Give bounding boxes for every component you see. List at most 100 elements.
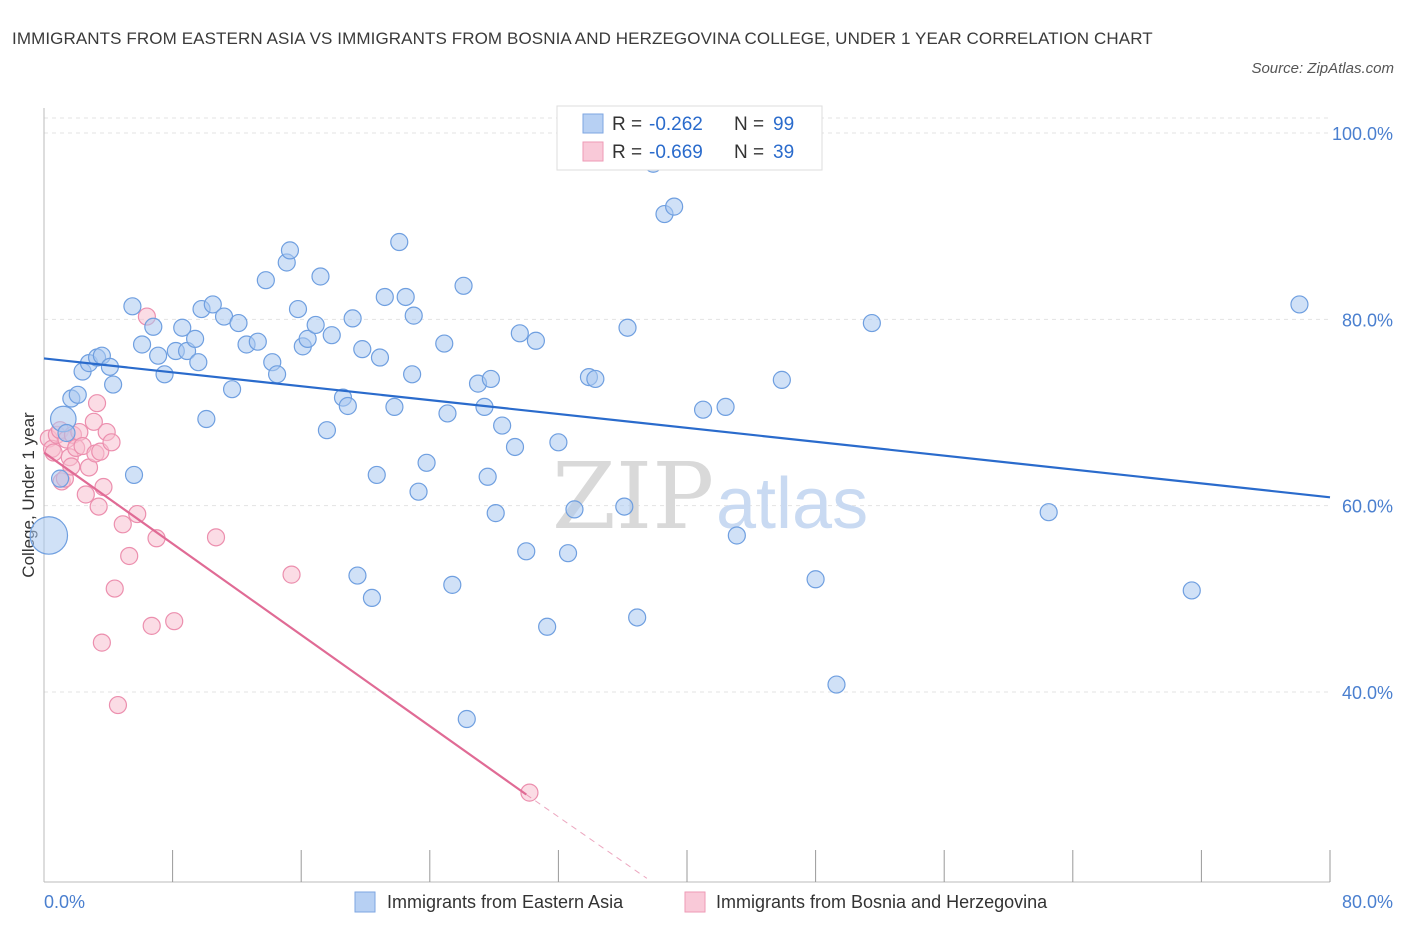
bosnia-point [105, 579, 124, 598]
bosnia-point [76, 485, 95, 504]
y-tick-label: 100.0% [1332, 124, 1393, 144]
eastern-asia-point [288, 299, 308, 319]
eastern-asia-point [375, 287, 394, 307]
eastern-asia-point [438, 404, 457, 423]
eastern-asia-point [443, 575, 462, 594]
eastern-asia-point [155, 365, 174, 384]
eastern-asia-point [862, 313, 881, 333]
eastern-asia-point [123, 297, 142, 316]
legend-blue-r-value: -0.262 [649, 114, 703, 135]
eastern-asia-point [189, 353, 208, 372]
eastern-asia-point [362, 588, 382, 608]
eastern-asia-point [403, 365, 422, 384]
eastern-asia-point [197, 409, 216, 429]
eastern-asia-point [353, 340, 372, 359]
eastern-asia-point [186, 329, 205, 348]
bosnia-point [206, 528, 226, 547]
legend-pink-n-value: 39 [773, 142, 794, 163]
eastern-asia-point [348, 566, 367, 585]
legend-bottom: Immigrants from Eastern Asia Immigrants … [354, 891, 1048, 913]
x-tick-label: 80.0% [1342, 892, 1393, 912]
bosnia-point [120, 546, 139, 566]
eastern-asia-point [57, 423, 76, 443]
bosnia-point [87, 394, 107, 413]
eastern-asia-point [549, 433, 568, 452]
eastern-asia-point [173, 318, 192, 337]
x-tick-labels: 0.0% 80.0% [44, 892, 1393, 912]
eastern-asia-point [367, 465, 386, 485]
eastern-asia-point [317, 421, 337, 440]
bosnia-point [165, 612, 184, 631]
eastern-asia-point [417, 453, 436, 472]
eastern-asia-point [772, 370, 791, 389]
eastern-asia-point [493, 416, 512, 435]
legend-blue-swatch [582, 113, 604, 134]
source-label: Source: ZipAtlas.com [1251, 60, 1394, 77]
eastern-asia-point [404, 306, 423, 325]
bosnia-point [113, 515, 132, 534]
axes [43, 108, 1331, 883]
bosnia-point [89, 497, 108, 516]
legend-bottom-pink-swatch [684, 891, 706, 913]
trend-lines [43, 357, 1331, 879]
eastern-asia-point [256, 271, 275, 290]
eastern-asia-point [565, 500, 584, 519]
bosnia-point [102, 433, 121, 452]
eastern-asia-point [311, 267, 330, 286]
legend-bottom-blue-label: Immigrants from Eastern Asia [387, 892, 624, 912]
pink-trend-extension [525, 794, 648, 879]
y-tick-label: 60.0% [1342, 497, 1393, 517]
eastern-asia-point [144, 317, 163, 336]
legend-blue-r-label: R = [612, 114, 642, 135]
eastern-asia-point [665, 197, 684, 216]
bosnia-point [128, 504, 147, 524]
eastern-asia-point [538, 617, 557, 636]
watermark: ZIP atlas [552, 443, 868, 550]
eastern-asia-point [203, 295, 222, 314]
bosnia-point [92, 633, 111, 652]
eastern-asia-point [727, 526, 746, 545]
eastern-asia-point [248, 332, 267, 351]
eastern-asia-point [454, 276, 473, 295]
eastern-asia-point [343, 309, 362, 328]
eastern-asia-point [586, 369, 605, 389]
eastern-asia-point [618, 318, 637, 337]
eastern-asia-point [124, 465, 144, 485]
eastern-asia-point [280, 241, 300, 260]
eastern-asia-point [486, 504, 505, 523]
legend-top: R = -0.262 N = 99 R = -0.669 N = 39 [556, 105, 823, 171]
bosnia-point [520, 783, 539, 802]
bosnia-point [94, 477, 113, 497]
legend-pink-r-value: -0.669 [649, 142, 703, 163]
eastern-asia-point [558, 544, 578, 563]
eastern-asia-point [457, 709, 476, 729]
watermark-zip: ZIP [552, 443, 714, 550]
eastern-asia-point [385, 397, 404, 417]
eastern-asia-point [229, 313, 248, 333]
y-tick-label: 40.0% [1342, 683, 1393, 703]
legend-blue-n-value: 99 [773, 114, 794, 135]
eastern-asia-point [693, 400, 713, 419]
eastern-asia-point [222, 380, 242, 399]
y-axis-label: College, Under 1 year [19, 412, 38, 578]
eastern-asia-point [396, 287, 415, 307]
series-eastern-asia-points [29, 154, 1309, 729]
bosnia-point [84, 412, 103, 431]
bosnia-point [142, 616, 161, 635]
legend-bottom-blue-swatch [354, 891, 376, 913]
eastern-asia-point [481, 369, 500, 389]
legend-pink-n-label: N = [734, 142, 764, 163]
eastern-asia-point [1182, 581, 1201, 600]
eastern-asia-point [615, 497, 634, 516]
legend-bottom-pink-label: Immigrants from Bosnia and Herzegovina [716, 892, 1048, 912]
eastern-asia-point [50, 469, 70, 488]
eastern-asia-point [390, 232, 409, 252]
y-tick-label: 80.0% [1342, 310, 1393, 330]
eastern-asia-point [526, 331, 545, 350]
eastern-asia-point [435, 334, 454, 353]
legend-pink-swatch [582, 141, 604, 162]
bosnia-point [282, 565, 301, 584]
y-tick-labels: 100.0% 80.0% 60.0% 40.0% [1332, 124, 1393, 703]
eastern-asia-point [338, 396, 357, 416]
